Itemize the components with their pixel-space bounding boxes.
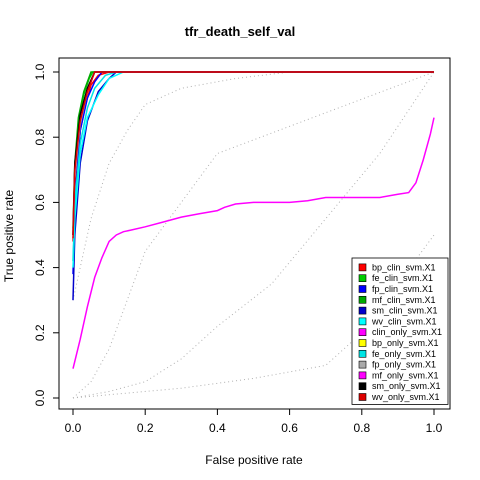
series-line-5 bbox=[72, 71, 434, 268]
legend: bp_clin_svm.X1fe_clin_svm.X1fp_clin_svm.… bbox=[351, 257, 449, 405]
legend-swatch bbox=[358, 263, 367, 272]
legend-swatch bbox=[358, 349, 367, 358]
legend-swatch bbox=[358, 285, 367, 293]
legend-label: wv_clin_svm.X1 bbox=[371, 316, 437, 326]
y-tick-label: 0.8 bbox=[33, 129, 47, 146]
y-tick-label: 0.0 bbox=[33, 389, 47, 406]
x-tick-label: 0.4 bbox=[209, 421, 226, 435]
legend-label: fp_clin_svm.X1 bbox=[372, 284, 433, 294]
legend-label: fp_only_svm.X1 bbox=[372, 360, 436, 370]
legend-swatch bbox=[358, 382, 367, 391]
legend-swatch bbox=[358, 274, 367, 283]
x-axis: 0.0 0.2 0.4 0.6 0.8 1.0 bbox=[65, 408, 443, 435]
y-tick-label: 0.6 bbox=[33, 194, 47, 211]
legend-label: wv_only_svm.X1 bbox=[371, 392, 440, 402]
legend-label: fe_clin_svm.X1 bbox=[372, 273, 433, 283]
legend-label: mf_clin_svm.X1 bbox=[372, 295, 436, 305]
x-tick-label: 0.6 bbox=[281, 421, 298, 435]
legend-label: mf_only_svm.X1 bbox=[372, 370, 439, 380]
legend-label: fe_only_svm.X1 bbox=[372, 349, 436, 359]
legend-swatch bbox=[358, 295, 367, 304]
x-axis-label: False positive rate bbox=[205, 453, 303, 467]
legend-swatch bbox=[358, 317, 367, 326]
legend-swatch bbox=[358, 360, 367, 369]
legend-swatch bbox=[358, 339, 367, 347]
legend-box bbox=[351, 257, 449, 405]
x-tick-label: 0.2 bbox=[137, 421, 154, 435]
legend-swatch bbox=[358, 328, 367, 337]
series-line-12 bbox=[72, 71, 434, 239]
y-tick-label: 0.2 bbox=[33, 324, 47, 341]
legend-swatch bbox=[358, 393, 367, 401]
legend-label: sm_only_svm.X1 bbox=[372, 381, 441, 391]
chart-title: tfr_death_self_val bbox=[185, 24, 296, 39]
legend-swatch bbox=[358, 371, 367, 380]
legend-label: bp_clin_svm.X1 bbox=[372, 262, 436, 272]
legend-swatch bbox=[358, 306, 367, 315]
y-axis-label: True positive rate bbox=[2, 190, 16, 283]
legend-label: sm_clin_svm.X1 bbox=[372, 306, 438, 316]
series-line-6 bbox=[72, 117, 435, 369]
legend-label: clin_only_svm.X1 bbox=[372, 327, 442, 337]
y-axis: 0.0 0.2 0.4 0.6 0.8 1.0 bbox=[33, 63, 60, 406]
x-tick-label: 0.0 bbox=[65, 421, 82, 435]
x-tick-label: 0.8 bbox=[353, 421, 370, 435]
y-tick-label: 1.0 bbox=[33, 63, 47, 80]
legend-label: bp_only_svm.X1 bbox=[372, 338, 439, 348]
series-lines bbox=[72, 71, 435, 369]
x-tick-label: 1.0 bbox=[426, 421, 443, 435]
y-tick-label: 0.4 bbox=[33, 259, 47, 276]
